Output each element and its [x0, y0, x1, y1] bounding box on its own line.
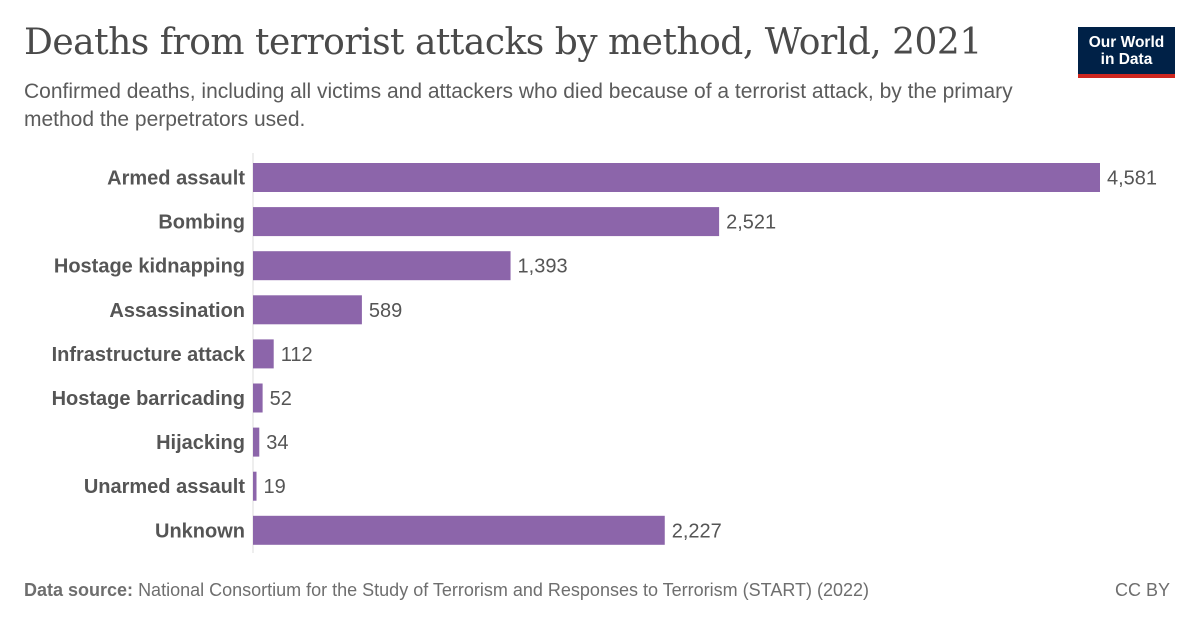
value-label-hijacking: 34 [266, 432, 288, 454]
value-label-unarmed-assault: 19 [264, 476, 286, 498]
license-link[interactable]: CC BY [1114, 580, 1170, 600]
category-label-assassination: Assassination [109, 300, 245, 322]
value-label-infrastructure-attack: 112 [281, 344, 313, 366]
value-label-armed-assault: 4,581 [1107, 168, 1157, 190]
source-text[interactable]: National Consortium for the Study of Ter… [138, 580, 870, 600]
bar-chart: Armed assault 4,581 Bombing 2,521 Hostage ki… [52, 153, 1157, 553]
category-label-hostage-kidnapping: Hostage kidnapping [54, 256, 245, 278]
bar-armed-assault[interactable] [253, 163, 1100, 192]
category-label-unknown: Unknown [155, 520, 245, 542]
category-label-armed-assault: Armed assault [107, 168, 245, 190]
footer-source: Data source: National Consortium for the… [24, 580, 1176, 601]
bar-hijacking[interactable] [253, 427, 260, 457]
value-label-hostage-barricading: 52 [270, 388, 292, 410]
value-label-bombing: 2,521 [726, 212, 776, 234]
bar-bombing[interactable] [253, 207, 720, 237]
bar-unarmed-assault[interactable] [253, 471, 257, 501]
category-label-hostage-barricading: Hostage barricading [52, 388, 245, 410]
value-label-hostage-kidnapping: 1,393 [518, 256, 568, 278]
bar-assassination[interactable] [253, 295, 362, 325]
logo-line-1: Our World [1088, 33, 1165, 51]
bar-hostage-kidnapping[interactable] [253, 251, 511, 281]
chart-title: Deaths from terrorist attacks by method,… [24, 22, 982, 63]
category-label-infrastructure-attack: Infrastructure attack [52, 344, 246, 366]
bar-infrastructure-attack[interactable] [253, 339, 274, 369]
owid-logo[interactable]: Our World in Data [1078, 27, 1175, 78]
category-label-bombing: Bombing [158, 212, 245, 234]
bar-hostage-barricading[interactable] [253, 383, 263, 413]
source-label: Data source: [24, 580, 134, 600]
chart-subtitle: Confirmed deaths, including all victims … [24, 80, 1013, 131]
logo-line-2: in Data [1100, 50, 1153, 68]
bar-unknown[interactable] [253, 515, 665, 545]
value-label-assassination: 589 [369, 300, 402, 322]
category-label-hijacking: Hijacking [156, 432, 245, 454]
category-label-unarmed-assault: Unarmed assault [84, 476, 246, 498]
value-label-unknown: 2,227 [672, 520, 722, 542]
